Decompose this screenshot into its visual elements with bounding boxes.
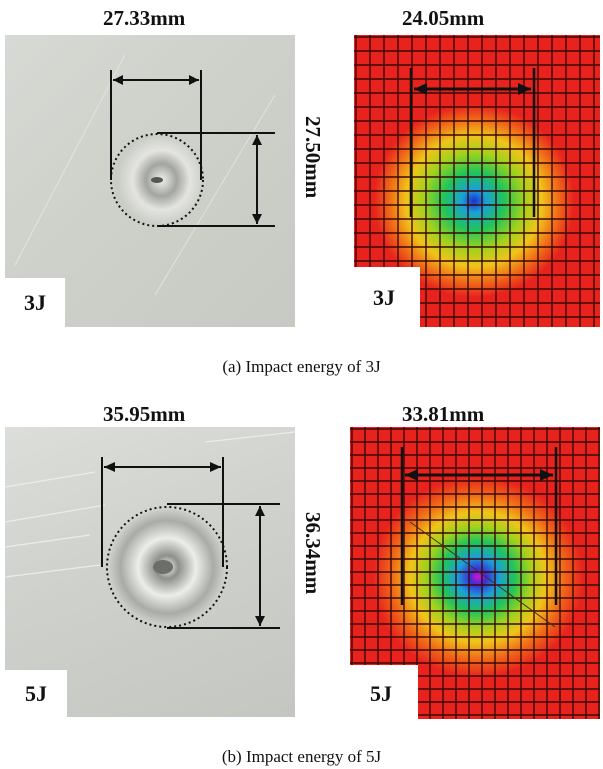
- arrowhead: [540, 469, 553, 481]
- mesh-grid: [354, 35, 600, 327]
- arrowhead: [252, 135, 262, 145]
- fem-contour-5j-svg: [350, 427, 600, 719]
- arrowhead: [414, 83, 427, 95]
- caption-a: (a) Impact energy of 3J: [222, 357, 381, 376]
- deformation-contour: [373, 477, 583, 677]
- arrowhead: [252, 214, 262, 224]
- tag-background: [354, 267, 420, 327]
- specimen-photo-5j-svg: [5, 431, 295, 629]
- caption-b: (b) Impact energy of 5J: [221, 747, 382, 766]
- scratch-line: [154, 94, 276, 296]
- arrowhead: [104, 462, 115, 472]
- arrowhead: [189, 75, 199, 85]
- photo-width-label-5j: 35.95mm: [103, 402, 186, 426]
- photo-width-label-3j: 27.33mm: [103, 6, 186, 30]
- specimen-photo-3j-svg: [14, 54, 276, 296]
- sim-width-label-5j: 33.81mm: [402, 402, 485, 426]
- energy-tag-photo-3j: 3J: [5, 278, 65, 327]
- photo-height-label-5j: 36.34mm: [301, 512, 325, 595]
- arrowhead: [255, 616, 265, 626]
- arrowhead: [210, 462, 221, 472]
- arrowhead: [255, 506, 265, 516]
- fem-contour-5j: 5J: [350, 427, 600, 719]
- scratch-line: [14, 54, 126, 266]
- arrowhead: [113, 75, 123, 85]
- scratch-lines: [5, 431, 295, 578]
- probe-line: [409, 521, 556, 628]
- arrowhead: [518, 83, 531, 95]
- specimen-photo-3j: 3J: [5, 35, 295, 327]
- sim-width-label-3j: 24.05mm: [402, 6, 485, 30]
- energy-tag-sim-5j: 5J: [370, 680, 392, 706]
- fem-contour-3j-svg: [354, 35, 600, 327]
- energy-tag-sim-3j: 3J: [373, 285, 395, 310]
- dent-center: [153, 560, 173, 574]
- dent-center: [151, 177, 163, 183]
- photo-height-label-3j: 27.50mm: [301, 116, 325, 199]
- energy-tag-photo-5j: 5J: [5, 670, 67, 717]
- fem-contour-3j: 3J: [354, 35, 600, 327]
- arrowhead: [405, 469, 418, 481]
- specimen-photo-5j: 5J: [5, 427, 295, 717]
- tag-background: [350, 665, 418, 719]
- dent-outline-circle: [106, 506, 228, 628]
